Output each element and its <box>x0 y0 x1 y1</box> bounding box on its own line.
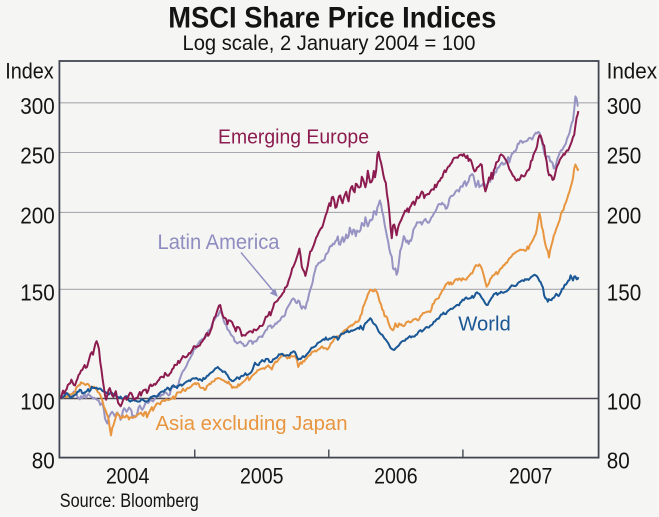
svg-text:2007: 2007 <box>509 464 553 489</box>
svg-text:100: 100 <box>20 389 55 415</box>
svg-text:150: 150 <box>607 280 642 306</box>
svg-text:300: 300 <box>20 93 55 119</box>
svg-text:2004: 2004 <box>106 464 150 489</box>
svg-text:Latin America: Latin America <box>158 231 280 254</box>
svg-text:Index: Index <box>5 59 54 84</box>
svg-text:250: 250 <box>20 143 55 169</box>
svg-text:80: 80 <box>32 448 55 474</box>
svg-text:Log scale, 2 January 2004 = 10: Log scale, 2 January 2004 = 100 <box>183 32 476 55</box>
svg-text:MSCI Share Price Indices: MSCI Share Price Indices <box>168 1 496 34</box>
svg-text:150: 150 <box>20 280 55 306</box>
svg-text:200: 200 <box>607 203 642 229</box>
svg-text:Index: Index <box>607 59 658 84</box>
svg-text:2005: 2005 <box>240 464 284 489</box>
svg-text:250: 250 <box>607 143 642 169</box>
svg-text:2006: 2006 <box>374 464 418 489</box>
svg-text:World: World <box>458 313 511 336</box>
svg-text:Source: Bloomberg: Source: Bloomberg <box>60 491 199 512</box>
svg-text:Emerging Europe: Emerging Europe <box>218 125 369 148</box>
svg-text:200: 200 <box>20 203 55 229</box>
svg-text:80: 80 <box>607 448 630 474</box>
svg-text:100: 100 <box>607 389 642 415</box>
svg-text:300: 300 <box>607 93 642 119</box>
svg-text:Asia excluding Japan: Asia excluding Japan <box>156 412 348 435</box>
